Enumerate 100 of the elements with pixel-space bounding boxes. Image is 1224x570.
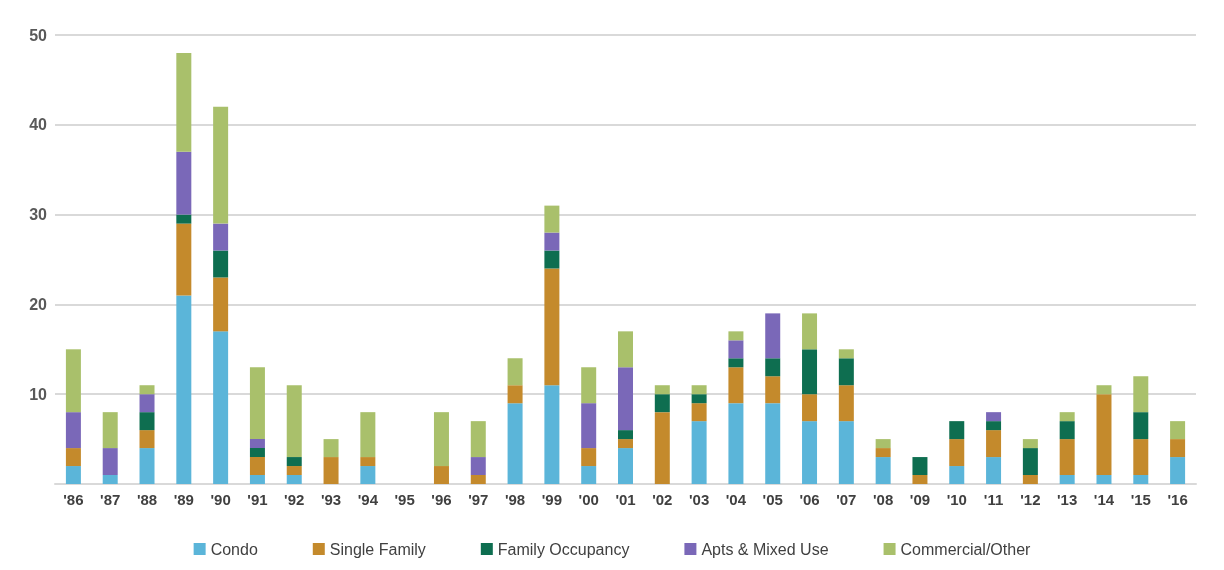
x-tick-label: '93 (320, 491, 342, 508)
bar (654, 412, 670, 484)
bar (433, 466, 449, 484)
x-tick-label: '09 (909, 491, 931, 508)
bar (433, 412, 449, 467)
bar (65, 412, 81, 449)
bar (949, 421, 965, 440)
bar (1133, 376, 1149, 413)
bar (654, 385, 670, 395)
bar (618, 448, 633, 484)
y-tick-label: 10 (29, 385, 48, 403)
x-tick-label: '08 (873, 491, 894, 508)
bar (1096, 475, 1112, 484)
x-tick-label: '88 (136, 491, 158, 508)
legend-label: Family Occupancy (497, 540, 630, 558)
bar (765, 358, 781, 377)
bar (139, 385, 155, 395)
bar (838, 385, 854, 422)
legend-label: Condo (210, 540, 258, 558)
bar (986, 430, 1002, 458)
bar (691, 385, 707, 395)
x-tick-label: '98 (504, 491, 526, 508)
bar (139, 430, 155, 449)
x-tick-label: '86 (63, 491, 84, 508)
bar (581, 367, 597, 404)
bar (213, 106, 229, 224)
x-tick-label: '95 (394, 491, 415, 508)
bar (949, 439, 965, 467)
bar (470, 457, 486, 476)
y-tick-label: 40 (29, 116, 48, 134)
bar (544, 385, 560, 484)
bar (912, 457, 928, 476)
bar (875, 439, 891, 449)
x-tick-label: '91 (247, 491, 268, 508)
bar (838, 421, 854, 484)
bar (581, 403, 597, 449)
bar (65, 448, 81, 467)
bar (544, 250, 560, 269)
bar (802, 313, 818, 350)
bar (286, 385, 302, 458)
x-tick-label: '96 (431, 491, 452, 508)
bar (1059, 439, 1075, 476)
bar (323, 439, 339, 458)
bar (949, 466, 965, 484)
bar (728, 358, 744, 368)
bar (249, 448, 265, 458)
bar (213, 331, 229, 484)
bar (1022, 439, 1038, 449)
bar (728, 403, 744, 484)
bar (65, 466, 81, 484)
x-tick-label: '11 (983, 491, 1004, 508)
bar (654, 394, 670, 413)
bar (286, 457, 302, 467)
bar (618, 439, 633, 449)
bar (249, 439, 265, 449)
bar (838, 349, 854, 359)
bar (986, 457, 1002, 484)
bar (544, 232, 560, 251)
bar (213, 223, 229, 251)
bar (618, 367, 633, 431)
legend-label: Apts & Mixed Use (701, 540, 829, 558)
x-tick-label: '13 (1057, 491, 1078, 508)
bar (360, 457, 376, 467)
legend-label: Single Family (329, 540, 426, 558)
bar (1059, 421, 1075, 440)
bar (176, 151, 192, 215)
legend-label: Commercial/Other (900, 540, 1032, 558)
bar (1022, 475, 1038, 484)
bar (618, 331, 633, 368)
bar (176, 295, 192, 484)
bar (176, 223, 192, 296)
x-tick-label: '87 (100, 491, 121, 508)
x-tick-label: '03 (688, 491, 710, 508)
x-tick-label: '90 (210, 491, 231, 508)
x-tick-label: '97 (468, 491, 489, 508)
bar (544, 205, 560, 233)
y-tick-label: 50 (29, 26, 48, 44)
bar (470, 421, 486, 458)
bar (875, 448, 891, 458)
bar (507, 385, 523, 404)
bar (470, 475, 486, 484)
bar (728, 331, 744, 341)
x-tick-label: '99 (541, 491, 563, 508)
x-tick-label: '94 (357, 491, 379, 508)
bar (360, 466, 376, 484)
bar (1133, 439, 1149, 476)
x-tick-label: '07 (836, 491, 857, 508)
x-tick-label: '06 (799, 491, 820, 508)
bar (765, 313, 781, 359)
bar (249, 457, 265, 476)
x-tick-label: '00 (578, 491, 599, 508)
bar (1096, 385, 1112, 395)
x-tick-label: '14 (1093, 491, 1115, 508)
bar (1059, 412, 1075, 422)
bar (213, 277, 229, 332)
bar (102, 448, 118, 476)
bar (691, 403, 707, 422)
bar (249, 475, 265, 484)
bar (102, 475, 118, 484)
x-tick-label: '10 (946, 491, 967, 508)
